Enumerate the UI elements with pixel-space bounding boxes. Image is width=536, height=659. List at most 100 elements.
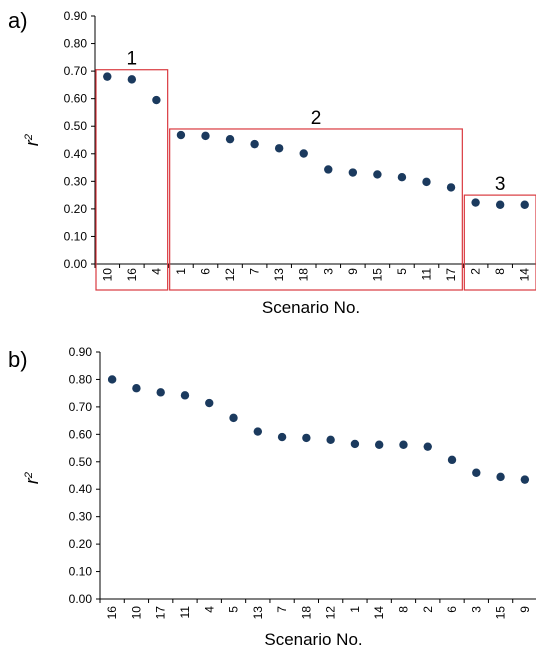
group-box-1 — [95, 69, 169, 291]
panel-label: b) — [8, 347, 28, 372]
y-tick-label: 0.00 — [69, 592, 93, 606]
chart-panel-b: b) 0.00 0.10 0.20 0.30 0.40 0.50 0.60 0.70 0.80 0.… — [8, 345, 536, 649]
x-tick-label: 11 — [178, 606, 192, 619]
x-tick-label: 16 — [125, 268, 139, 282]
data-point — [447, 455, 457, 465]
x-tick-label: 3 — [321, 268, 335, 275]
group-box-3 — [463, 194, 536, 291]
data-point — [103, 72, 112, 81]
x-tick-label: 9 — [518, 606, 532, 613]
chart-panel-a: a) 0.00 0.10 0.20 0.30 0.40 0.50 0.60 0.70 0.80 0.… — [8, 8, 536, 317]
x-tick-label: 12 — [223, 268, 237, 282]
x-tick-label: 6 — [445, 606, 459, 613]
data-point — [326, 435, 335, 445]
x-tick-label: 13 — [272, 268, 286, 282]
x-axis-title: Scenario No. — [262, 298, 360, 317]
x-tick-label: 17 — [154, 606, 168, 620]
y-tick-label: 0.90 — [69, 345, 93, 359]
y-tick-label: 0.10 — [64, 229, 88, 243]
data-point — [253, 427, 263, 436]
group-box-2 — [169, 128, 463, 291]
group-label-1: 1 — [127, 49, 138, 70]
y-tick-label: 0.20 — [64, 202, 88, 216]
data-point — [422, 177, 431, 187]
x-tick-label: 4 — [149, 268, 163, 275]
data-point — [250, 139, 259, 149]
y-tick-label: 0.60 — [69, 427, 93, 441]
y-tick-label: 0.10 — [69, 565, 93, 579]
data-point — [373, 170, 382, 179]
x-tick-label: 3 — [469, 606, 483, 613]
data-point — [229, 413, 238, 423]
x-tick-label: 14 — [372, 606, 386, 620]
data-point — [446, 183, 456, 192]
x-tick-label: 10 — [129, 606, 143, 620]
data-point — [496, 472, 505, 482]
data-point — [350, 439, 360, 449]
x-tick-label: 2 — [469, 268, 483, 275]
x-tick-label: 15 — [370, 268, 384, 282]
data-point — [201, 131, 210, 141]
panel-label: a) — [8, 8, 28, 33]
x-tick-label: 18 — [299, 606, 313, 620]
y-tick-label: 0.40 — [69, 482, 93, 496]
y-tick-label: 0.20 — [69, 537, 93, 551]
x-tick-label: 12 — [324, 606, 338, 620]
x-tick-label: 11 — [420, 268, 434, 281]
x-tick-label: 1 — [348, 606, 362, 613]
y-tick-label: 0.60 — [64, 92, 88, 106]
data-point — [324, 165, 333, 174]
y-tick-label: 0.30 — [69, 510, 93, 524]
x-tick-label: 7 — [248, 268, 262, 275]
data-point — [495, 200, 505, 209]
x-tick-label: 1 — [174, 268, 188, 275]
data-point — [156, 388, 165, 397]
data-point — [302, 433, 311, 443]
x-tick-label: 17 — [444, 268, 458, 282]
x-tick-label: 18 — [297, 268, 311, 282]
x-tick-label: 4 — [202, 606, 216, 613]
data-point — [277, 432, 287, 442]
y-tick-label: 0.70 — [64, 64, 88, 78]
data-point — [176, 130, 186, 140]
x-tick-label: 8 — [396, 606, 410, 613]
y-tick-label: 0.00 — [64, 257, 88, 271]
data-point — [225, 134, 235, 144]
x-tick-label: 6 — [199, 268, 213, 275]
data-point — [397, 173, 407, 182]
y-tick-label: 0.50 — [69, 455, 93, 469]
x-tick-label: 13 — [251, 606, 265, 620]
x-tick-label: 7 — [275, 606, 289, 613]
data-point — [299, 149, 308, 158]
x-axis-title: Scenario No. — [264, 630, 362, 649]
data-point — [472, 468, 481, 477]
y-tick-label: 0.90 — [64, 9, 88, 23]
y-axis-title: r2 — [22, 134, 42, 146]
data-point — [180, 391, 190, 400]
y-tick-label: 0.40 — [64, 147, 88, 161]
data-point — [374, 440, 384, 449]
data-point — [423, 442, 432, 451]
x-tick-label: 8 — [493, 268, 507, 275]
x-tick-label: 14 — [518, 268, 532, 282]
data-point — [152, 95, 161, 105]
data-point — [127, 75, 137, 84]
x-tick-label: 9 — [346, 268, 360, 275]
data-point — [471, 198, 480, 207]
x-tick-label: 10 — [100, 268, 114, 282]
data-point — [107, 375, 117, 384]
group-label-2: 2 — [311, 108, 322, 129]
data-point — [520, 475, 530, 484]
x-tick-label: 16 — [105, 606, 119, 620]
y-axis-title: r2 — [22, 472, 42, 484]
data-point — [132, 384, 141, 393]
data-point — [205, 398, 214, 408]
group-label-3: 3 — [495, 174, 506, 195]
data-point — [274, 144, 284, 153]
y-tick-label: 0.80 — [69, 372, 93, 386]
x-tick-label: 2 — [421, 606, 435, 613]
data-point — [348, 168, 358, 177]
y-tick-label: 0.50 — [64, 119, 88, 133]
x-tick-label: 15 — [494, 606, 508, 620]
